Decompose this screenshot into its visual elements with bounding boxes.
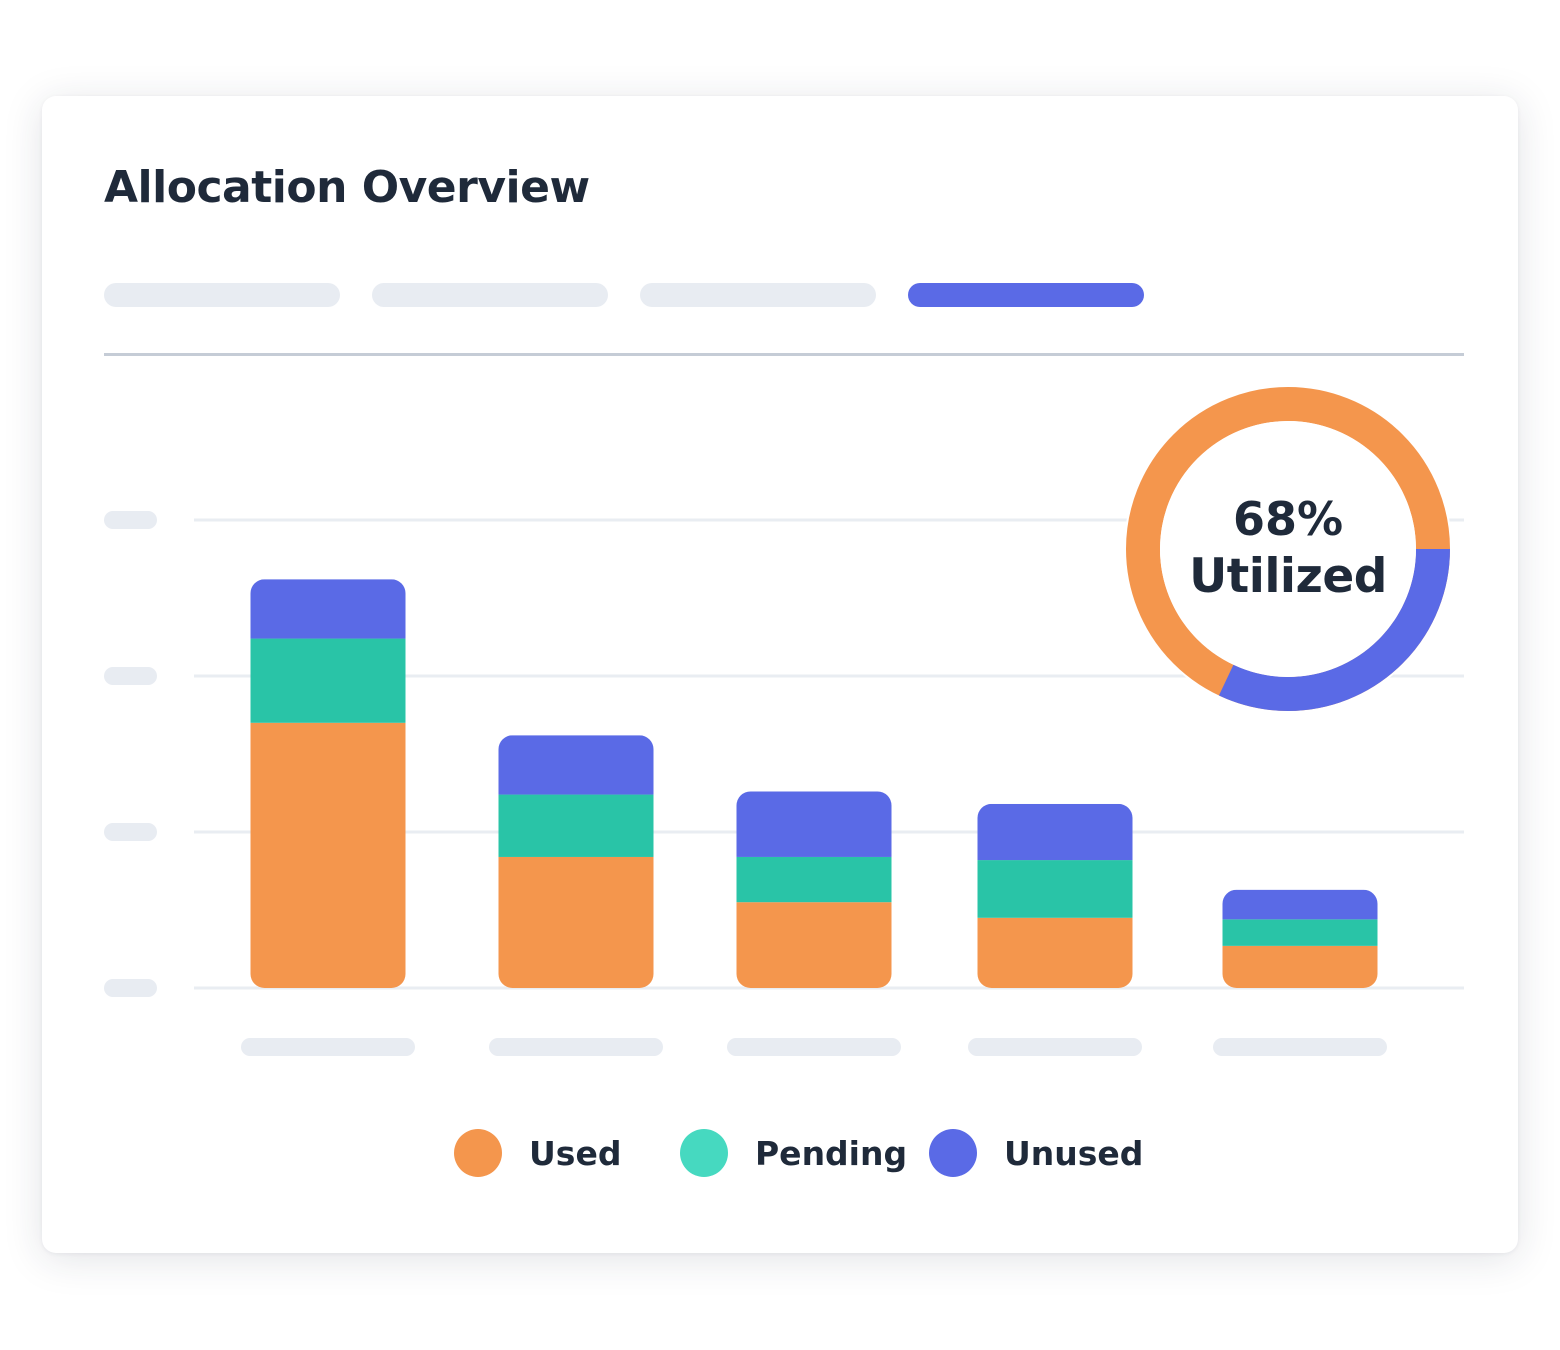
page-title: Allocation Overview (104, 162, 590, 213)
tab-1[interactable] (104, 283, 340, 307)
legend-swatch-used (454, 1129, 502, 1177)
legend-item-unused: Unused (929, 1128, 1143, 1178)
bar-5-unused (1222, 889, 1378, 920)
y-tick-placeholder-1 (104, 823, 157, 841)
y-tick-placeholder-0 (104, 979, 157, 997)
tab-4-active[interactable] (908, 283, 1144, 307)
legend-label-used: Used (529, 1133, 622, 1173)
donut-label: 68% Utilized (1158, 490, 1418, 606)
bar-4-unused (977, 803, 1133, 861)
tab-3[interactable] (640, 283, 876, 307)
bar-3-used (736, 902, 892, 988)
tab-2[interactable] (372, 283, 608, 307)
header-divider (104, 353, 1464, 356)
bar-1-pending (250, 638, 406, 723)
bar-1-used (250, 722, 406, 988)
x-tick-placeholder-1 (241, 1038, 415, 1056)
donut-center (1160, 421, 1416, 677)
bar-3-unused (736, 791, 892, 857)
utilization-caption: Utilized (1189, 549, 1387, 604)
bar-5-used (1222, 945, 1378, 988)
donut-ring-unused (1126, 387, 1450, 711)
bar-2-pending (498, 794, 654, 857)
x-tick-placeholder-3 (727, 1038, 901, 1056)
legend-item-used: Used (454, 1128, 621, 1178)
bar-3-pending (736, 856, 892, 903)
x-tick-placeholder-2 (489, 1038, 663, 1056)
x-tick-placeholder-4 (968, 1038, 1142, 1056)
bar-2-used (498, 856, 654, 988)
x-tick-placeholder-5 (1213, 1038, 1387, 1056)
legend-swatch-pending (680, 1129, 728, 1177)
y-tick-placeholder-3 (104, 511, 157, 529)
bar-1-unused (250, 579, 406, 639)
y-tick-placeholder-2 (104, 667, 157, 685)
legend-item-pending: Pending (680, 1128, 907, 1178)
legend-label-unused: Unused (1004, 1133, 1144, 1173)
legend-swatch-unused (929, 1129, 977, 1177)
bar-4-used (977, 917, 1133, 988)
bar-5-pending (1222, 919, 1378, 946)
bar-2-unused (498, 735, 654, 795)
utilization-percent: 68% (1232, 492, 1344, 546)
legend-label-pending: Pending (755, 1133, 908, 1173)
bar-4-pending (977, 860, 1133, 918)
